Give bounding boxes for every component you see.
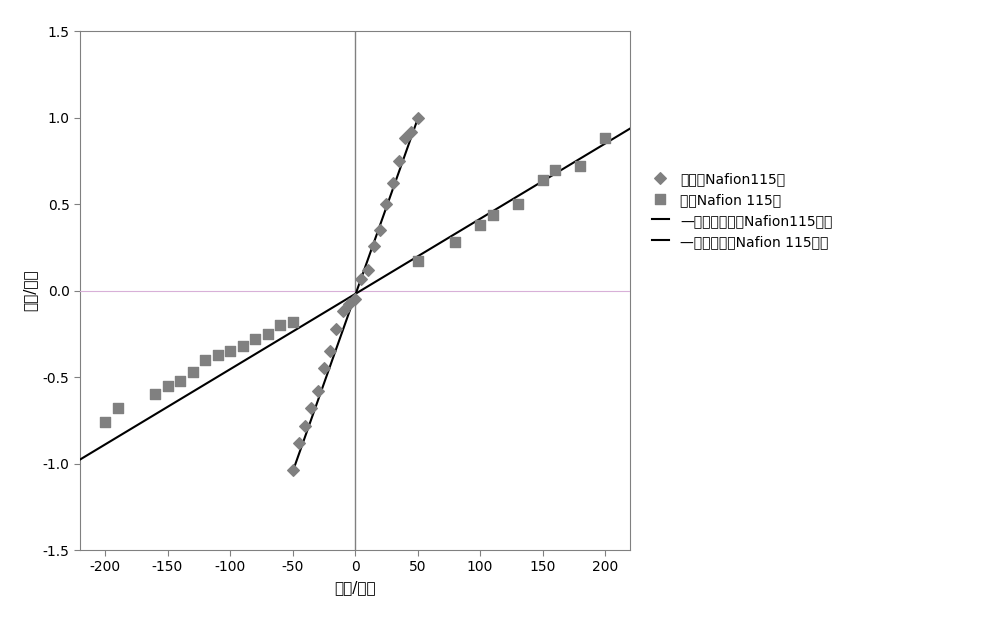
未增湿Nafion115膜 (297, 421, 313, 431)
增湿Nafion 115膜 (147, 389, 163, 399)
未增湿Nafion115膜 (353, 274, 369, 284)
未增湿Nafion115膜 (360, 265, 376, 275)
增湿Nafion 115膜 (247, 334, 263, 344)
增湿Nafion 115膜 (210, 349, 226, 359)
未增湿Nafion115膜 (397, 134, 413, 144)
未增湿Nafion115膜 (410, 112, 426, 123)
未增湿Nafion115膜 (284, 466, 300, 476)
Legend: 未增湿Nafion115膜, 增湿Nafion 115膜, —线性（未增湿Nafion115膜）, —线性（增湿Nafion 115膜）: 未增湿Nafion115膜, 增湿Nafion 115膜, —线性（未增湿Naf… (648, 168, 836, 253)
未增湿Nafion115膜 (310, 386, 326, 396)
增湿Nafion 115膜 (472, 220, 488, 230)
未增湿Nafion115膜 (341, 299, 357, 309)
增湿Nafion 115膜 (447, 238, 463, 248)
Y-axis label: 电压/伏特: 电压/伏特 (22, 270, 37, 311)
增湿Nafion 115膜 (160, 381, 176, 391)
未增湿Nafion115膜 (391, 156, 407, 166)
未增湿Nafion115膜 (322, 346, 338, 356)
未增湿Nafion115膜 (303, 403, 319, 413)
增湿Nafion 115膜 (172, 376, 188, 386)
增湿Nafion 115膜 (234, 341, 250, 351)
未增湿Nafion115膜 (316, 363, 332, 373)
未增湿Nafion115膜 (372, 225, 388, 235)
增湿Nafion 115膜 (410, 256, 426, 266)
未增湿Nafion115膜 (347, 294, 363, 304)
增湿Nafion 115膜 (484, 209, 500, 219)
未增湿Nafion115膜 (384, 178, 400, 188)
增湿Nafion 115膜 (534, 175, 550, 185)
Line: —线性（未增湿Nafion115膜）: —线性（未增湿Nafion115膜） (292, 119, 418, 472)
增湿Nafion 115膜 (222, 346, 238, 356)
未增湿Nafion115膜 (291, 438, 307, 448)
增湿Nafion 115膜 (572, 161, 588, 171)
增湿Nafion 115膜 (97, 417, 113, 427)
未增湿Nafion115膜 (403, 126, 419, 136)
增湿Nafion 115膜 (272, 320, 288, 330)
未增湿Nafion115膜 (366, 241, 382, 251)
增湿Nafion 115膜 (284, 317, 300, 327)
未增湿Nafion115膜 (328, 324, 344, 334)
增湿Nafion 115膜 (597, 134, 613, 144)
未增湿Nafion115膜 (378, 199, 394, 209)
X-axis label: 电流/毫安: 电流/毫安 (334, 580, 376, 595)
增湿Nafion 115膜 (260, 329, 276, 339)
增湿Nafion 115膜 (197, 355, 213, 365)
增湿Nafion 115膜 (110, 403, 126, 413)
增湿Nafion 115膜 (184, 367, 200, 377)
—线性（未增湿Nafion115膜） (412, 116, 424, 123)
增湿Nafion 115膜 (547, 164, 563, 174)
未增湿Nafion115膜 (334, 306, 351, 316)
—线性（未增湿Nafion115膜） (286, 469, 298, 476)
增湿Nafion 115膜 (509, 199, 526, 209)
